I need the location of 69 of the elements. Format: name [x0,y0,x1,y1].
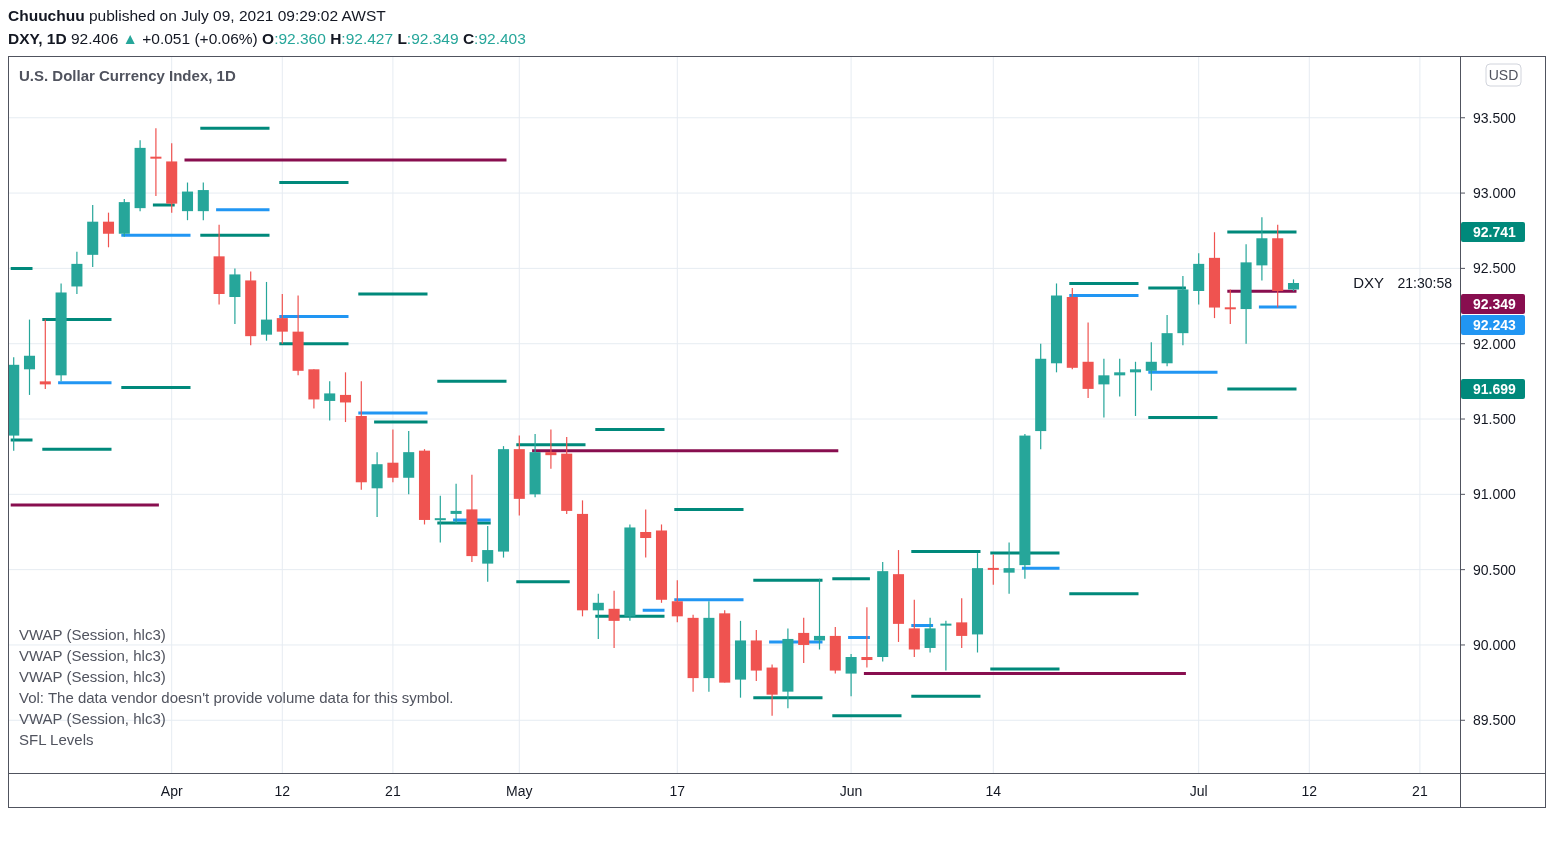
annotation: VWAP (Session, hlc3) [19,710,166,727]
y-tick-label: 91.000 [1473,486,1517,503]
x-tick-label: Apr [160,783,183,799]
x-tick-label: May [506,783,533,799]
candlestick [181,181,194,221]
annotation: 21:30:58 [1397,274,1453,291]
candlestick [434,495,446,544]
candlestick [987,553,999,586]
candlestick [150,127,162,197]
candlestick [23,319,36,396]
candlestick [545,428,557,470]
candlestick [324,380,336,422]
annotation: VWAP (Session, hlc3) [19,668,166,685]
candlestick [71,251,83,295]
candlestick [450,483,462,524]
annotation: DXY [1353,274,1384,292]
candlestick [1145,341,1157,391]
x-tick-label: 12 [1301,783,1318,799]
candlestick [640,508,652,559]
x-tick-label: 14 [985,783,1002,799]
text: U.S. Dollar Currency Index, 1D [19,67,236,84]
candlestick [260,281,273,342]
candlestick [102,212,115,248]
x-tick-label: 21 [1412,783,1428,799]
y-tick-label: 92.500 [1473,260,1517,277]
candlestick [671,579,683,623]
y-tick-label: 93.500 [1473,109,1517,126]
candlestick [798,617,810,664]
text: 92.243 [1473,316,1517,333]
annotation: VWAP (Session, hlc3) [19,647,166,664]
candlestick [197,181,209,221]
candlestick [1003,541,1015,595]
candlestick [956,597,968,649]
y-tick-label: 90.500 [1473,561,1517,578]
x-tick-label: 17 [669,783,686,799]
candlestick [1224,288,1236,325]
y-tick-label: 90.000 [1473,636,1517,653]
candlestick [1114,358,1126,398]
candlestick [387,428,399,483]
candlestick [1098,358,1110,419]
chart-subtitle: Chuuchuu published on July 09, 2021 09:29:02 AWST [8,7,387,24]
x-tick-label: 12 [274,783,291,799]
text: 92.349 [1473,295,1517,312]
y-tick-label: 91.500 [1473,410,1517,427]
annotation: VWAP (Session, hlc3) [19,626,166,643]
annotation: Vol: The data vendor doesn't provide volume data for this symbol. [19,689,454,706]
text: DXY, 1D 92.406 ▲ +0.051 (+0.06%) O:92.360 H:92.427 L:92.349 C:92.403 [8,30,526,47]
candlestick [861,606,873,669]
y-tick-label: 93.000 [1473,184,1517,201]
annotation: SFL Levels [19,731,94,748]
candlestick [1129,361,1142,417]
x-tick-label: Jul [1189,783,1208,799]
candlestick [592,593,604,640]
candlestick [845,653,857,697]
text: 91.699 [1473,380,1517,397]
candlestick [39,319,51,390]
y-tick-label: 92.000 [1473,335,1517,352]
y-tick-label: 89.500 [1473,712,1517,729]
candlestick [924,617,936,654]
candlestick [276,293,288,345]
text: 92.741 [1473,223,1517,240]
candlestick [482,525,494,583]
candlestick [940,620,952,672]
x-tick-label: Jun [839,783,863,799]
candlestick [908,599,920,658]
candlestick [608,590,620,649]
x-tick-label: 21 [385,783,401,799]
candlestick [229,267,241,325]
candlestick [339,371,352,423]
